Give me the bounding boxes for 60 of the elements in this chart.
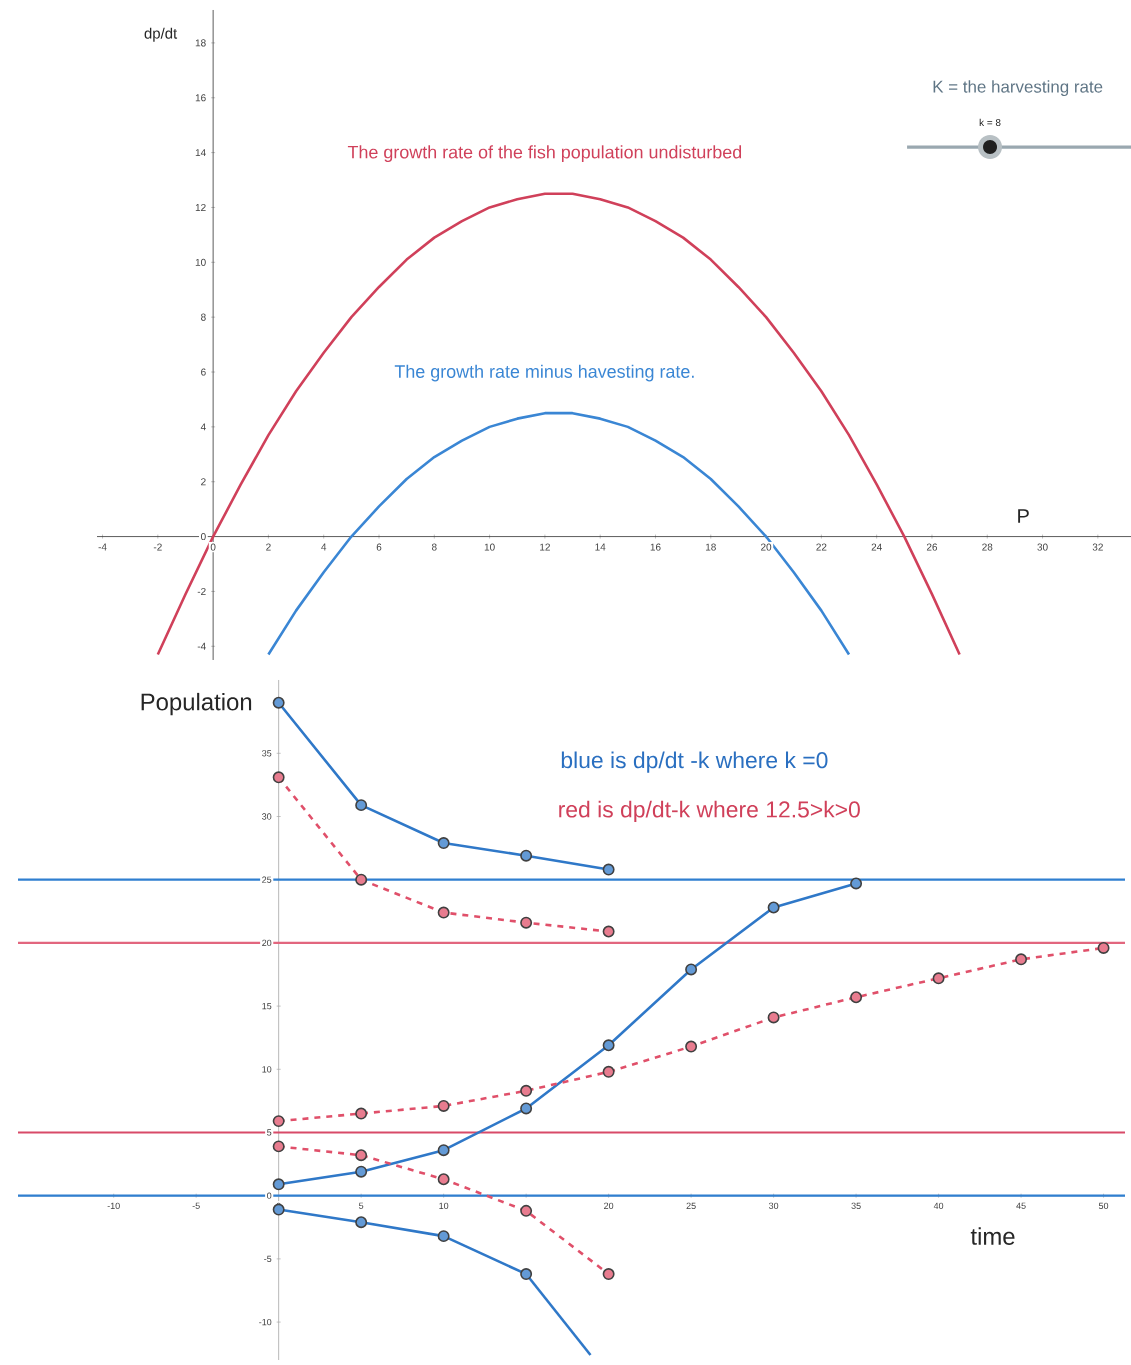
x-tick-label: 10 (484, 543, 495, 551)
y-tick-label: 16 (195, 94, 206, 102)
y-tick-label: -10 (259, 1318, 272, 1326)
x-tick-label: 40 (933, 1202, 944, 1210)
y-tick-label: 14 (195, 149, 206, 157)
y-tick-label: 20 (262, 939, 272, 947)
x-axis-title: P (1018, 509, 1029, 523)
y-tick-label: 0 (200, 533, 206, 541)
y-tick-label: 25 (262, 876, 272, 883)
y-axis-title: dp/dt (144, 27, 178, 42)
x-tick-label: 28 (982, 543, 993, 551)
x-tick-label: 30 (768, 1202, 779, 1210)
x-tick-label: 35 (851, 1202, 861, 1210)
x-tick-label: 12 (540, 543, 550, 551)
x-tick-label: 8 (431, 543, 437, 551)
x-axis-title: time (970, 1227, 1015, 1245)
x-tick-label: -10 (107, 1202, 120, 1210)
y-tick-label: 12 (195, 203, 206, 211)
annotation: k = 8 (979, 118, 1001, 127)
text: The growth rate minus havesting rate. (394, 364, 694, 382)
x-tick-label: 32 (1092, 543, 1103, 551)
x-tick-label: 6 (376, 543, 382, 551)
x-tick-label: 22 (816, 543, 827, 551)
y-tick-label: 18 (195, 39, 206, 47)
y-tick-label: -2 (197, 587, 206, 595)
y-tick-label: 5 (267, 1129, 272, 1136)
y-tick-label: 30 (262, 813, 272, 820)
y-tick-label: -4 (197, 642, 206, 650)
x-tick-label: 4 (321, 543, 327, 551)
y-axis-title: Population (141, 692, 252, 716)
y-tick-label: 4 (200, 423, 206, 431)
y-tick-label: 8 (201, 313, 206, 321)
annotation: K = the harvesting rate (933, 80, 1103, 97)
x-tick-label: 30 (1037, 543, 1048, 551)
x-tick-label: 20 (604, 1202, 614, 1210)
x-tick-label: 50 (1098, 1202, 1109, 1210)
x-tick-label: 10 (439, 1202, 449, 1210)
y-tick-label: 2 (201, 478, 206, 486)
x-tick-label: -4 (98, 543, 107, 551)
y-tick-label: 6 (201, 368, 206, 376)
x-tick-label: 16 (650, 543, 661, 551)
x-tick-label: 25 (686, 1202, 696, 1210)
y-tick-label: 10 (262, 1066, 272, 1073)
x-tick-label: 14 (595, 543, 606, 551)
x-tick-label: -2 (153, 543, 162, 551)
x-tick-label: 5 (359, 1202, 364, 1209)
annotation: red is dp/dt-k where 12.5>k>0 (559, 800, 860, 823)
x-tick-label: 18 (705, 543, 716, 551)
x-tick-label: 26 (926, 543, 938, 551)
y-tick-label: 15 (262, 1002, 272, 1010)
y-tick-label: 35 (262, 750, 272, 757)
x-tick-label: 0 (210, 543, 216, 551)
y-tick-label: 10 (195, 258, 206, 266)
annotation: blue is dp/dt -k where k =0 (561, 751, 828, 773)
text: The growth rate of the fish population undisturbed (347, 145, 742, 163)
x-tick-label: 20 (761, 543, 772, 551)
x-tick-label: 24 (871, 543, 882, 551)
y-tick-label: -5 (264, 1255, 272, 1263)
y-tick-label: 0 (267, 1192, 272, 1199)
x-tick-label: 45 (1016, 1202, 1026, 1209)
